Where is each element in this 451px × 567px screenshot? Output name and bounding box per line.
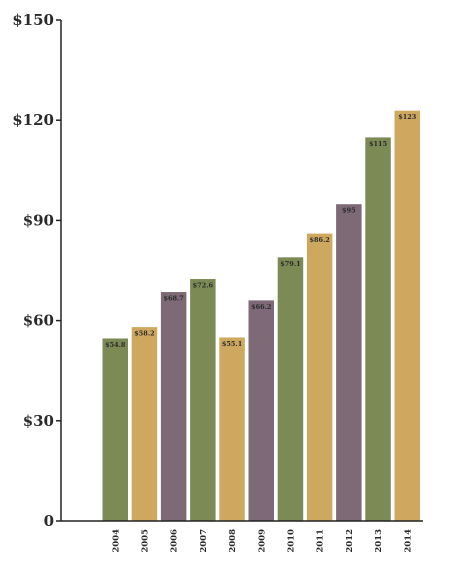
x-tick-label: 2008 xyxy=(228,529,238,553)
bar-2011 xyxy=(305,232,334,522)
bar-2005 xyxy=(130,326,159,522)
bar-2012 xyxy=(335,203,363,522)
data-label-2010: $79.1 xyxy=(280,260,300,268)
data-label-2012: $95 xyxy=(342,207,356,215)
y-tick-label: $60 xyxy=(23,312,54,330)
data-label-2006: $68.7 xyxy=(163,295,183,303)
data-label-2013: $115 xyxy=(369,140,388,148)
data-label-2008: $55.1 xyxy=(222,340,242,348)
bar-2006 xyxy=(159,291,188,522)
x-tick-label: 2010 xyxy=(286,529,296,553)
x-tick-label: 2014 xyxy=(403,529,413,553)
x-tick-label: 2005 xyxy=(140,529,150,553)
data-label-2005: $58.2 xyxy=(134,330,154,338)
y-tick-label: $120 xyxy=(12,111,54,129)
x-axis-labels: 2004 2005 2006 2007 2008 2009 2010 2011 2012 2013… xyxy=(111,529,413,553)
bar-2008 xyxy=(218,336,246,522)
x-tick-label: 2007 xyxy=(199,529,209,553)
data-label-2007: $72.6 xyxy=(193,282,214,290)
x-tick-label: 2006 xyxy=(170,529,180,553)
y-tick-label: $90 xyxy=(23,211,54,229)
bar-2013 xyxy=(364,136,392,522)
bar-2007 xyxy=(189,278,217,522)
data-label-2011: $86.2 xyxy=(309,236,329,244)
bar-2010 xyxy=(276,256,305,522)
bar-2004 xyxy=(101,337,129,522)
data-label-2009: $66.2 xyxy=(251,303,271,311)
data-label-2014: $123 xyxy=(398,113,417,121)
y-tick-label: $150 xyxy=(12,11,54,29)
y-axis-ticks: 0 $30 $60 $90 $120 $150 xyxy=(12,11,61,530)
y-tick-label: $30 xyxy=(23,412,54,430)
data-labels: $54.8 $58.2 $68.7 $72.6 $55.1 $66.2 $79.1 $86.2… xyxy=(105,113,417,349)
x-tick-label: 2009 xyxy=(257,529,267,553)
data-label-2004: $54.8 xyxy=(105,341,126,349)
bars xyxy=(101,109,421,522)
x-tick-label: 2004 xyxy=(111,529,121,553)
y-tick-label: 0 xyxy=(44,512,54,530)
x-tick-label: 2012 xyxy=(345,529,355,553)
bar-2009 xyxy=(247,299,275,522)
x-tick-label: 2011 xyxy=(316,529,326,553)
bar-2014 xyxy=(393,109,421,522)
x-tick-label: 2013 xyxy=(374,529,384,553)
